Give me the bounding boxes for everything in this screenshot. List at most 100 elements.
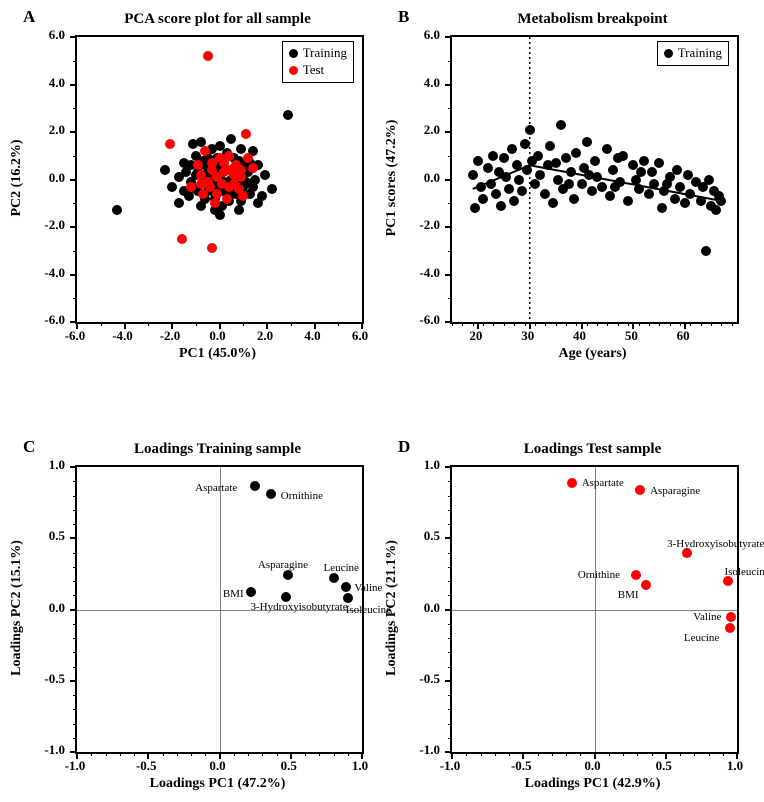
xtick-minor: [652, 752, 653, 756]
scatter-point: [608, 165, 618, 175]
scatter-point: [486, 179, 496, 189]
xtick-label: -6.0: [65, 328, 86, 344]
loading-label: Isoleucine: [724, 566, 764, 578]
ytick-label: 0.5: [35, 528, 65, 544]
ytick-minor: [448, 667, 452, 668]
ytick-minor: [448, 251, 452, 252]
ytick: [445, 179, 452, 181]
xtick-minor: [106, 752, 107, 756]
xtick-minor: [680, 752, 681, 756]
ytick-minor: [73, 298, 77, 299]
ytick-minor: [73, 251, 77, 252]
panel-letter: A: [23, 7, 35, 27]
ytick-minor: [73, 203, 77, 204]
scatter-point: [548, 198, 558, 208]
legend-marker: [664, 49, 673, 58]
xtick-minor: [659, 322, 660, 326]
ytick-minor: [448, 709, 452, 710]
xtick-label: -4.0: [112, 328, 133, 344]
xtick-minor: [243, 322, 244, 326]
panel-letter: C: [23, 437, 35, 457]
xtick-label: 30: [521, 328, 534, 344]
loading-point: [329, 573, 339, 583]
loading-label: Ornithine: [578, 569, 620, 581]
ytick: [70, 131, 77, 133]
xtick-minor: [649, 322, 650, 326]
xtick-minor: [709, 752, 710, 756]
xtick-minor: [234, 752, 235, 756]
ytick: [70, 751, 77, 753]
xtick-minor: [319, 752, 320, 756]
panel-title: Metabolism breakpoint: [450, 11, 735, 28]
panel-letter: B: [398, 7, 409, 27]
scatter-point: [248, 182, 258, 192]
xtick-minor: [462, 322, 463, 326]
ytick-minor: [73, 595, 77, 596]
ytick-label: 0.0: [35, 170, 65, 186]
ytick-minor: [448, 724, 452, 725]
ytick-label: 0.5: [410, 528, 440, 544]
xtick-minor: [721, 322, 722, 326]
xtick-label: 1.0: [727, 758, 743, 774]
scatter-point: [530, 179, 540, 189]
loading-point: [250, 481, 260, 491]
ytick-minor: [73, 652, 77, 653]
panel-letter: D: [398, 437, 410, 457]
ytick-minor: [448, 595, 452, 596]
xtick-minor: [101, 322, 102, 326]
ytick-minor: [448, 553, 452, 554]
scatter-point: [685, 189, 695, 199]
scatter-point: [571, 148, 581, 158]
legend: TrainingTest: [282, 41, 354, 83]
loading-point: [246, 587, 256, 597]
scatter-point: [226, 134, 236, 144]
scatter-point: [561, 153, 571, 163]
ytick-label: 0.0: [410, 600, 440, 616]
loading-label: Asparagine: [258, 559, 308, 571]
ytick-label: 4.0: [35, 75, 65, 91]
ytick-label: -1.0: [35, 742, 65, 758]
scatter-point: [160, 165, 170, 175]
loading-point: [631, 570, 641, 580]
scatter-point: [566, 167, 576, 177]
scatter-point: [545, 141, 555, 151]
xtick-minor: [196, 322, 197, 326]
scatter-point: [229, 170, 239, 180]
ytick-minor: [73, 724, 77, 725]
ytick-minor: [73, 481, 77, 482]
xtick-minor: [483, 322, 484, 326]
xtick-minor: [545, 322, 546, 326]
scatter-point: [283, 110, 293, 120]
ytick: [445, 226, 452, 228]
scatter-point: [198, 189, 208, 199]
ytick-label: -6.0: [35, 312, 65, 328]
scatter-point: [193, 160, 203, 170]
scatter-point: [582, 137, 592, 147]
xtick-minor: [597, 322, 598, 326]
scatter-point: [672, 165, 682, 175]
ytick-minor: [448, 61, 452, 62]
scatter-point: [605, 191, 615, 201]
scatter-point: [473, 156, 483, 166]
xtick-minor: [723, 752, 724, 756]
ytick-minor: [448, 581, 452, 582]
ytick: [445, 131, 452, 133]
ytick: [70, 321, 77, 323]
loading-point: [266, 489, 276, 499]
scatter-point: [540, 189, 550, 199]
loading-point: [726, 612, 736, 622]
plot-area: [450, 35, 739, 324]
ytick-minor: [448, 298, 452, 299]
scatter-point: [564, 179, 574, 189]
scatter-point: [207, 243, 217, 253]
y-axis-label: Loadings PC2 (15.1%): [9, 540, 25, 676]
scatter-point: [517, 186, 527, 196]
ytick: [445, 321, 452, 323]
xtick-minor: [493, 322, 494, 326]
ytick-minor: [448, 567, 452, 568]
ytick-minor: [448, 510, 452, 511]
ytick-minor: [448, 203, 452, 204]
xtick-label: -1.0: [65, 758, 86, 774]
x-axis-label: Loadings PC1 (47.2%): [75, 776, 360, 792]
xtick-minor: [514, 322, 515, 326]
